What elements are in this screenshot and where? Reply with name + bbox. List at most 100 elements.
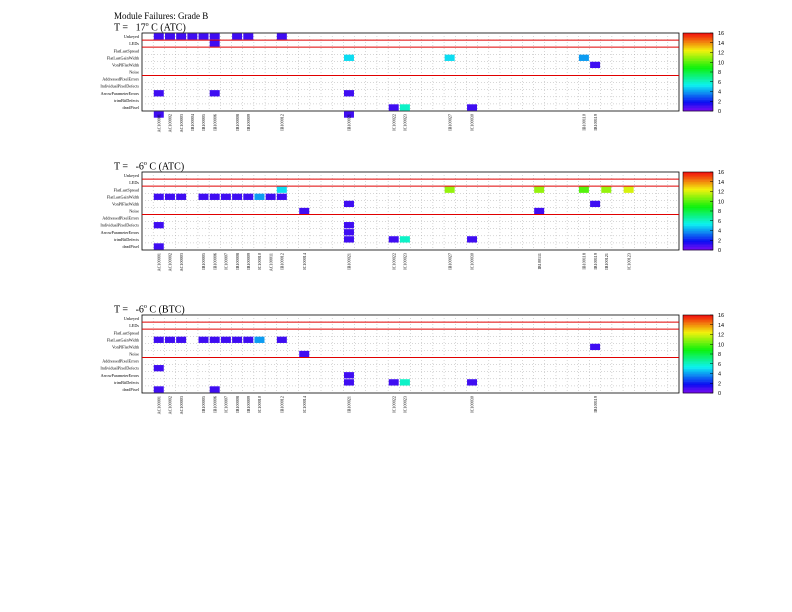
colorbar-band xyxy=(683,65,713,68)
column-label: AC100003 xyxy=(179,396,184,414)
colorbar-tick-label: 2 xyxy=(718,381,721,387)
column-label: IB100012 xyxy=(280,396,285,413)
column-label: IB100027 xyxy=(447,114,452,131)
colorbar-band xyxy=(683,331,713,334)
heatmap-cell xyxy=(276,186,287,193)
heatmap-cell xyxy=(198,193,209,200)
column-label: IC100010 xyxy=(257,253,262,270)
colorbar-tick-label: 16 xyxy=(718,313,724,319)
panel-2: Unkeyed LEDs FlatLastSpread FlatLastGainWid… xyxy=(100,170,724,271)
column-label: IB100006 xyxy=(212,114,217,131)
heatmap-cell xyxy=(164,336,175,343)
row-label: VonPlFlatWidth xyxy=(112,62,140,67)
row-label: FlatLastSpread xyxy=(114,48,140,53)
heatmap-cell xyxy=(232,193,243,200)
column-label: IC100030 xyxy=(470,253,475,270)
column-label: IC100030 xyxy=(470,114,475,131)
colorbar-band xyxy=(683,228,713,231)
colorbar: 0 2 4 6 8 10 12 14 16 xyxy=(682,170,724,254)
colorbar-band xyxy=(683,214,713,217)
colorbar-band xyxy=(683,181,713,184)
column-label: IB100006 xyxy=(212,396,217,413)
row-label: LEDs xyxy=(129,180,139,185)
heatmap-cell xyxy=(209,193,220,200)
colorbar-band xyxy=(683,172,713,174)
row-label: deadPixel xyxy=(122,387,139,392)
colorbar-band xyxy=(683,93,713,96)
colorbar-band xyxy=(683,237,713,239)
heatmap-cell xyxy=(299,207,310,215)
colorbar-band xyxy=(683,39,713,42)
heatmap-cell xyxy=(343,111,354,118)
colorbar-band xyxy=(683,209,713,212)
column-label: IC100022 xyxy=(391,114,396,131)
row-label: ArrowParameterErrors xyxy=(101,373,140,378)
colorbar-band xyxy=(683,101,713,104)
row-label: FlatLastSpread xyxy=(114,330,140,335)
heatmap-cell xyxy=(232,33,243,40)
heatmap-cell xyxy=(198,33,209,40)
colorbar-band xyxy=(683,381,713,384)
heatmap-cell xyxy=(343,379,354,386)
column-label: IC100010 xyxy=(257,396,262,413)
heatmap-cell xyxy=(254,336,265,343)
column-label: AC100001 xyxy=(156,396,161,414)
colorbar-band xyxy=(683,188,713,191)
heatmap-cell xyxy=(243,33,254,40)
colorbar-band xyxy=(683,70,713,73)
heatmap-cell xyxy=(187,33,198,40)
heatmap-cell xyxy=(232,336,243,343)
heatmap-cell xyxy=(265,193,276,200)
heatmap-cell xyxy=(220,193,231,200)
colorbar-band xyxy=(683,354,713,356)
colorbar-band xyxy=(683,345,713,348)
heatmap-cell xyxy=(209,336,220,343)
colorbar-band xyxy=(683,102,713,105)
column-label: IB100119 xyxy=(593,396,598,413)
heatmap-cell xyxy=(590,343,601,351)
colorbar-band xyxy=(683,106,713,109)
column-label: IC100030 xyxy=(470,396,475,413)
colorbar-band xyxy=(683,67,713,70)
column-label: IC100023 xyxy=(403,114,408,131)
colorbar-band xyxy=(683,202,713,205)
colorbar-band xyxy=(683,238,713,241)
colorbar-tick-label: 4 xyxy=(718,372,721,378)
heatmap-cell xyxy=(153,336,164,343)
colorbar-band xyxy=(683,222,713,225)
column-label: IC100023 xyxy=(403,253,408,270)
colorbar-band xyxy=(683,180,713,183)
colorbar-band xyxy=(683,324,713,327)
column-label: IB100110 xyxy=(582,114,587,131)
colorbar-band xyxy=(683,211,713,213)
colorbar-band xyxy=(683,201,713,204)
colorbar-tick-label: 6 xyxy=(718,80,721,86)
column-label: IC100007 xyxy=(224,396,229,413)
column-label: IB100012 xyxy=(280,253,285,270)
row-label: VonPlFlatWidth xyxy=(112,201,140,206)
column-label: IB100111 xyxy=(537,253,542,269)
column-label: IB100012 xyxy=(280,114,285,131)
colorbar-band xyxy=(683,341,713,343)
colorbar-band xyxy=(683,57,713,60)
row-label: LEDs xyxy=(129,41,139,46)
column-label: IB100009 xyxy=(246,396,251,413)
colorbar-band xyxy=(683,78,713,81)
colorbar-band xyxy=(683,360,713,363)
heatmap-cell xyxy=(534,207,545,215)
colorbar-tick-label: 16 xyxy=(718,31,724,37)
heatmap-cell xyxy=(467,236,478,243)
colorbar-band xyxy=(683,339,713,342)
heatmap-cell xyxy=(388,236,399,243)
colorbar-band xyxy=(683,193,713,196)
column-label: IC100022 xyxy=(391,396,396,413)
colorbar-band xyxy=(683,389,713,392)
row-label: Unkeyed xyxy=(124,316,140,321)
panel-3: Unkeyed LEDs FlatLastSpread FlatLastGainWid… xyxy=(100,313,724,414)
column-label: IC100014 xyxy=(302,252,307,270)
heatmap-cell xyxy=(164,193,175,200)
heatmap-cell xyxy=(343,200,354,208)
column-label: IB100009 xyxy=(246,253,251,270)
colorbar-band xyxy=(683,383,713,386)
heatmap-cell xyxy=(153,33,164,40)
